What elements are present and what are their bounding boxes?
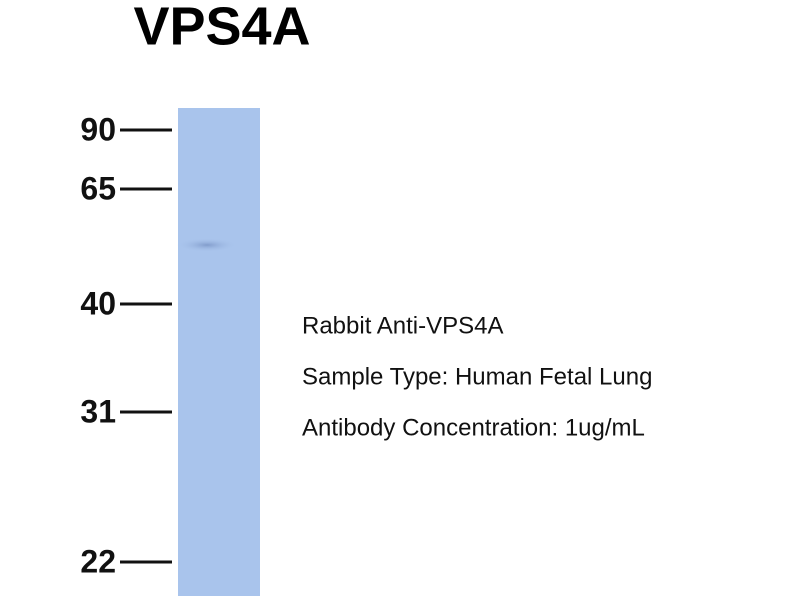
description: Rabbit Anti-VPS4A Sample Type: Human Feta… (302, 312, 652, 441)
marker-label: 90 (80, 111, 116, 147)
marker-label: 31 (80, 393, 116, 429)
description-line: Rabbit Anti-VPS4A (302, 312, 503, 339)
gel-lane (178, 108, 260, 596)
description-line: Sample Type: Human Fetal Lung (302, 363, 652, 390)
marker-label: 65 (80, 170, 116, 206)
protein-band (177, 238, 237, 252)
marker-label: 40 (80, 285, 116, 321)
marker-label: 22 (80, 543, 116, 579)
title: VPS4A (133, 0, 310, 56)
description-line: Antibody Concentration: 1ug/mL (302, 414, 645, 441)
marker-ladder: 90 65 40 31 22 (80, 111, 172, 579)
